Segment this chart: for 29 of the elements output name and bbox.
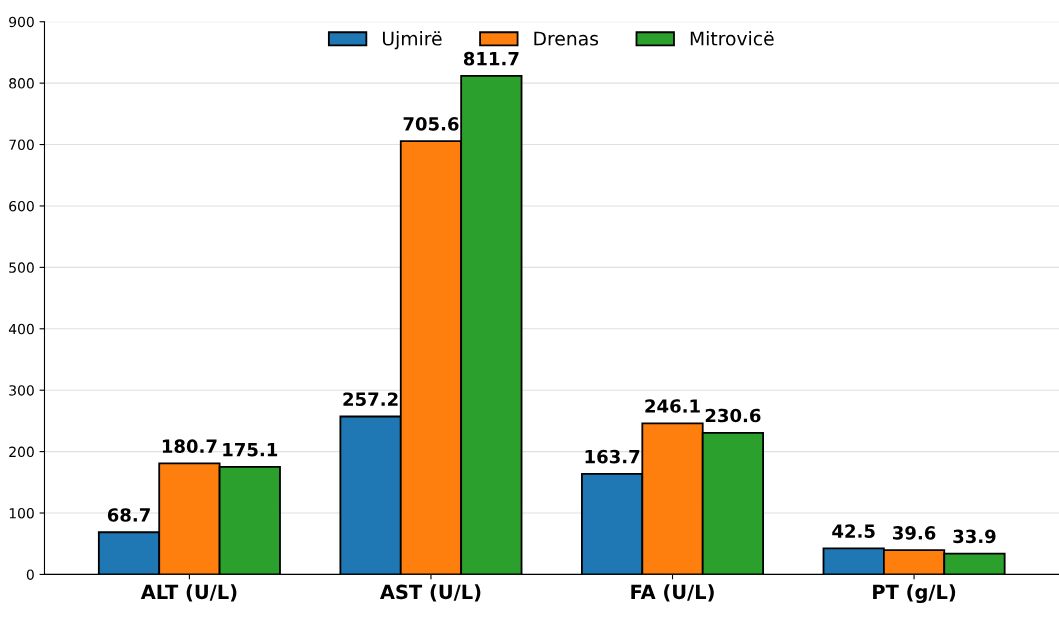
x-tick-label: AST (U/L)	[379, 584, 481, 602]
data-label: 705.6	[403, 117, 459, 131]
data-label: 811.7	[463, 51, 519, 66]
y-tick-label: 700	[9, 139, 34, 151]
data-label: 257.2	[343, 392, 398, 407]
y-tick-label: 400	[8, 323, 34, 335]
y-tick-label: 100	[9, 507, 34, 519]
y-tick-label: 600	[9, 200, 34, 212]
data-label: 175.1	[223, 443, 278, 457]
data-label: 42.5	[832, 524, 875, 538]
x-tick-label: FA (U/L)	[631, 584, 714, 602]
y-tick-label: 300	[9, 385, 34, 396]
legend-label: Drenas	[534, 31, 599, 46]
y-tick-label: 800	[9, 78, 34, 89]
data-label: 180.7	[162, 439, 217, 454]
x-tick-label: ALT (U/L)	[140, 584, 237, 602]
data-label: 163.7	[585, 449, 640, 464]
data-label: 230.6	[705, 408, 761, 423]
legend-label: Ujmirë	[382, 31, 442, 50]
y-tick-label: 0	[26, 569, 34, 580]
data-label: 68.7	[107, 508, 150, 522]
x-tick-label: PT (g/L)	[873, 584, 956, 604]
y-tick-label: 500	[9, 262, 34, 273]
y-tick-label: 200	[9, 446, 34, 458]
data-label: 246.1	[645, 399, 700, 413]
legend-label: Mitrovicë	[690, 31, 774, 46]
data-label: 33.9	[953, 529, 996, 544]
y-tick-label: 900	[9, 16, 34, 28]
data-label: 39.6	[893, 526, 936, 540]
